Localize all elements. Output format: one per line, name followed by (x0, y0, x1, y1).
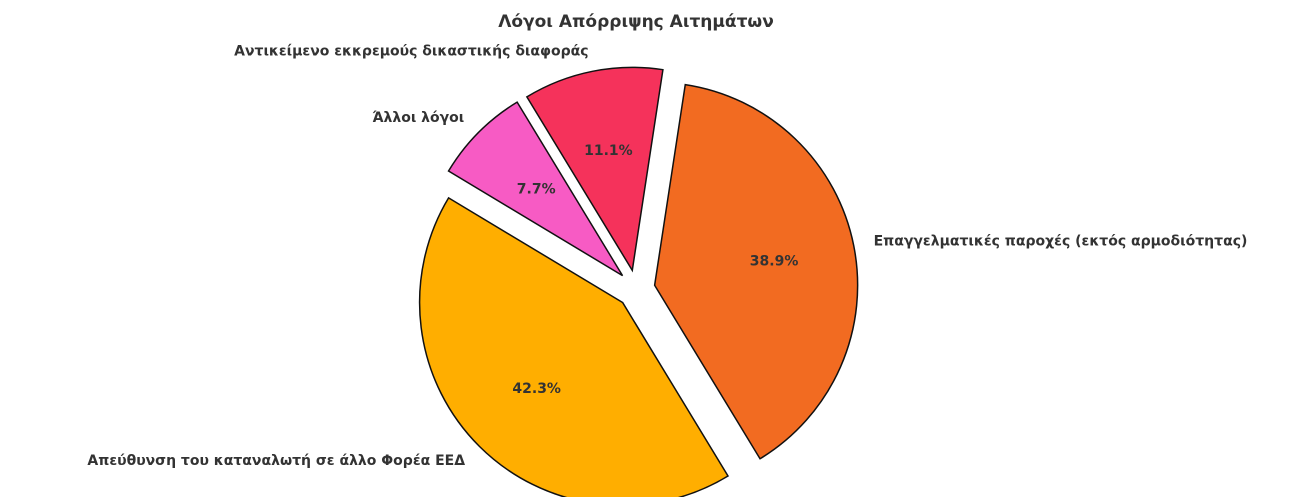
value-label: 38.9% (750, 253, 799, 269)
value-label: 42.3% (512, 381, 561, 397)
category-label: Απεύθυνση του καταναλωτή σε άλλο Φορέα Ε… (87, 453, 465, 469)
category-label: Άλλοι λόγοι (372, 110, 464, 126)
pie-slice (525, 66, 664, 273)
category-label: Αντικείμενο εκκρεμούς δικαστικής διαφορά… (234, 43, 588, 59)
pie-slice (653, 83, 859, 460)
value-label: 7.7% (517, 182, 556, 198)
pie-slice (418, 196, 730, 497)
category-label: Επαγγελματικές παροχές (εκτός αρμοδιότητ… (874, 234, 1248, 250)
chart-title: Λόγοι Απόρριψης Αιτημάτων (498, 12, 774, 32)
value-label: 11.1% (584, 143, 633, 159)
pie-slice (447, 101, 624, 277)
